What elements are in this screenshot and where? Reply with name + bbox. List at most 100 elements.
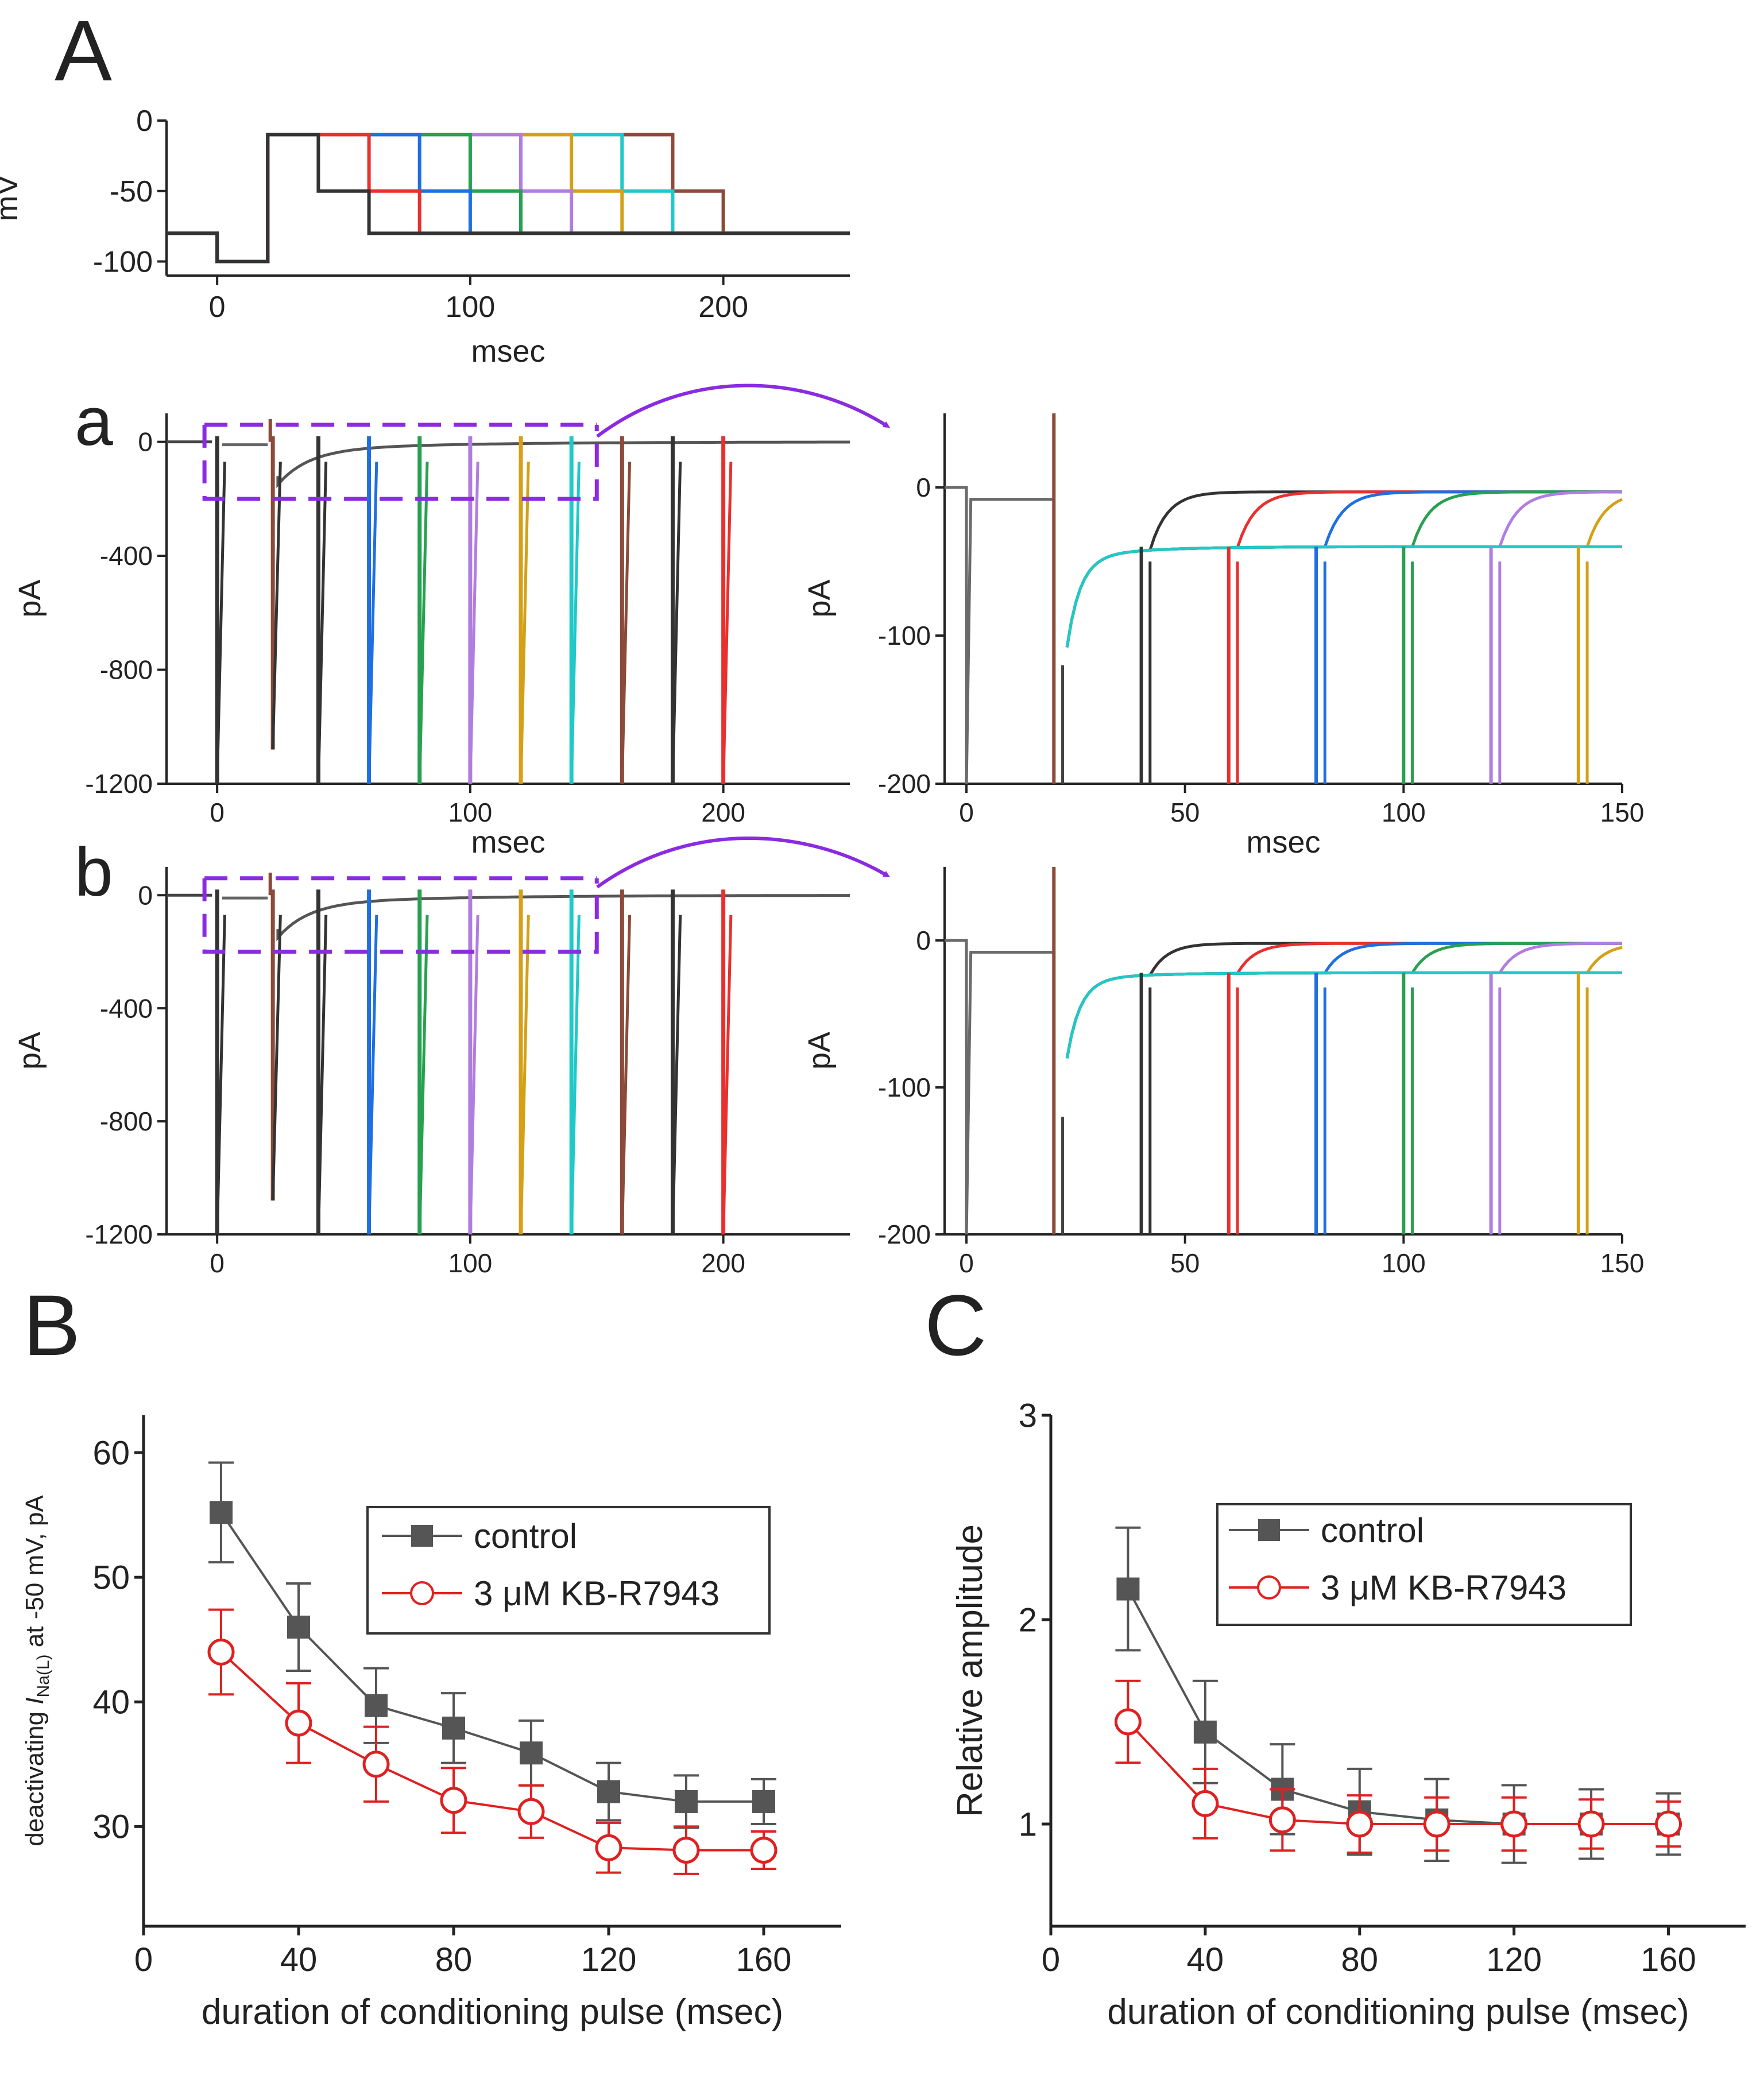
y-tick-label: -100 xyxy=(93,246,153,279)
zoom-box-sides xyxy=(202,424,599,501)
series-line-0 xyxy=(220,1512,764,1803)
x-tick-label: 200 xyxy=(698,291,748,324)
y-tick-label: -1200 xyxy=(85,1219,153,1249)
x-tick-label: 200 xyxy=(701,797,745,827)
current-trace-6 xyxy=(1065,545,1622,648)
y-tick-label: -400 xyxy=(100,541,153,571)
spike-recovery xyxy=(671,915,682,1235)
zoom-arrow-b xyxy=(596,837,891,889)
data-point-control xyxy=(365,1694,388,1717)
legend-marker-kbr xyxy=(410,1581,434,1605)
data-point-kbr xyxy=(672,1837,700,1864)
x-tick-label: 200 xyxy=(701,1248,745,1278)
data-point-control xyxy=(520,1741,543,1765)
x-tick-label: 100 xyxy=(448,1248,493,1278)
legend-label-kbr: 3 μM KB-R7943 xyxy=(474,1574,719,1613)
spike-recovery xyxy=(271,915,282,1201)
spike-recovery xyxy=(271,462,282,750)
x-tick-label: 150 xyxy=(1600,1248,1645,1278)
spike-recovery xyxy=(215,462,226,784)
panel-C-xlabel: duration of conditioning pulse (msec) xyxy=(1107,1992,1689,2032)
data-point-kbr xyxy=(1268,1806,1296,1834)
data-point-kbr xyxy=(1500,1810,1528,1838)
x-tick-label: 0 xyxy=(134,1941,153,1978)
legend-marker-control xyxy=(1258,1519,1280,1541)
panel-a-left-ylabel: pA xyxy=(13,579,47,617)
x-tick-label: 100 xyxy=(1382,797,1426,827)
data-point-kbr xyxy=(1577,1810,1605,1838)
y-tick-label: 3 xyxy=(1019,1397,1037,1434)
data-point-control xyxy=(597,1780,620,1803)
legend-label-control: control xyxy=(474,1517,577,1555)
y-tick-label: -400 xyxy=(100,993,153,1023)
panel-C-legend: control 3 μM KB-R7943 xyxy=(1216,1503,1632,1626)
x-tick-label: 120 xyxy=(581,1941,637,1978)
legend-label-control: control xyxy=(1321,1511,1424,1550)
x-tick-label: 100 xyxy=(446,291,496,324)
y-tick-label: 40 xyxy=(92,1684,130,1721)
spike-recovery xyxy=(570,915,581,1235)
legend-label-kbr: 3 μM KB-R7943 xyxy=(1321,1569,1566,1607)
relative-amplitude-chart: 0 40 80 120 160 1 2 3 duration of conditioning … xyxy=(950,1397,1746,2032)
current-trace-6 xyxy=(1065,971,1622,1059)
prepulse-current-trace xyxy=(945,939,1054,1235)
spike-recovery xyxy=(722,915,733,1235)
x-tick-label: 0 xyxy=(210,797,225,827)
data-point-control xyxy=(1116,1577,1140,1601)
x-tick-label: 100 xyxy=(1382,1248,1426,1278)
y-tick-label: 0 xyxy=(916,473,931,502)
panel-letter-B: B xyxy=(23,1277,80,1373)
panel-B-xlabel: duration of conditioning pulse (msec) xyxy=(202,1992,783,2032)
panel-A-xlabel: msec xyxy=(471,334,545,369)
data-point-kbr xyxy=(1655,1810,1682,1838)
current-traces-control-full: 0 100 200 0 -400 -800 -1200 msec pA xyxy=(13,413,850,859)
spike-recovery xyxy=(469,462,479,784)
panel-C-ylabel: Relative amplitude xyxy=(950,1524,990,1817)
y-tick-label: 0 xyxy=(138,880,153,910)
data-point-kbr xyxy=(1346,1810,1374,1838)
y-tick-label: 0 xyxy=(136,104,153,138)
panel-letter-C: C xyxy=(924,1277,987,1373)
data-point-kbr xyxy=(517,1798,545,1825)
x-tick-label: 120 xyxy=(1486,1941,1542,1978)
y-tick-label: 0 xyxy=(138,427,153,457)
x-tick-label: 40 xyxy=(280,1941,318,1978)
spike-recovery xyxy=(215,915,226,1235)
y-tick-label: 30 xyxy=(92,1809,130,1846)
y-tick-label: 0 xyxy=(916,926,931,955)
spike-recovery xyxy=(368,462,378,784)
panel-A-ylabel: mV xyxy=(0,175,24,222)
x-tick-label: 50 xyxy=(1170,797,1200,827)
data-point-kbr xyxy=(362,1751,390,1778)
current-traces-drug-zoom: 0 50 100 150 0 -100 -200 pA xyxy=(802,867,1644,1278)
data-point-kbr xyxy=(285,1709,312,1737)
data-point-kbr xyxy=(595,1834,622,1861)
y-tick-label: 2 xyxy=(1019,1601,1037,1639)
series-line-1 xyxy=(220,1651,764,1852)
x-tick-label: 100 xyxy=(448,797,493,827)
prepulse-current-trace xyxy=(945,486,1054,784)
x-tick-label: 0 xyxy=(959,1248,974,1278)
panel-a-right-xlabel: msec xyxy=(1246,825,1320,859)
y-tick-label: -800 xyxy=(100,655,153,685)
spike-recovery xyxy=(418,915,429,1235)
panel-letter-A: A xyxy=(55,2,112,99)
data-point-control xyxy=(1193,1720,1217,1744)
y-tick-label: 1 xyxy=(1019,1806,1037,1843)
y-tick-label: 50 xyxy=(92,1559,130,1596)
panel-B-legend: control 3 μM KB-R7943 xyxy=(366,1506,771,1635)
panel-b-left-ylabel: pA xyxy=(13,1032,47,1070)
x-tick-label: 0 xyxy=(1042,1941,1060,1978)
plateau-trace xyxy=(276,440,850,489)
data-point-kbr xyxy=(1114,1708,1142,1736)
y-tick-label: -200 xyxy=(878,769,931,799)
x-tick-label: 40 xyxy=(1187,1941,1224,1978)
spike-recovery xyxy=(671,462,682,784)
y-tick-label: -50 xyxy=(110,175,153,208)
spike-recovery xyxy=(519,462,530,784)
x-tick-label: 0 xyxy=(210,1248,225,1278)
data-point-control xyxy=(287,1616,310,1639)
protocol-trace-0 xyxy=(167,133,850,264)
x-tick-label: 0 xyxy=(959,797,974,827)
